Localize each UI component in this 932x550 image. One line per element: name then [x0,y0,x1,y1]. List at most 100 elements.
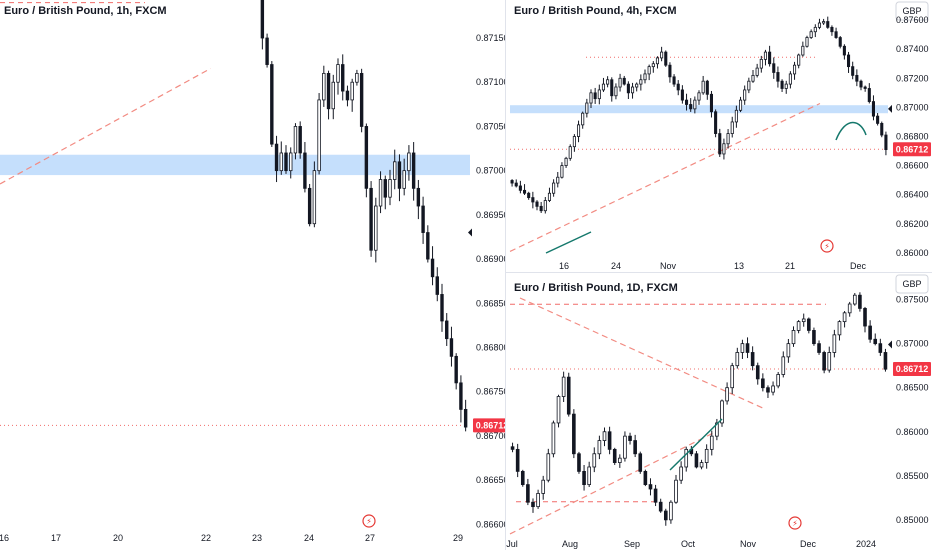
candle [454,353,458,390]
candle [653,484,658,507]
candle [701,75,705,95]
candle [648,478,653,496]
candle-body [289,152,293,172]
candle-body [639,79,643,85]
annotation-arrow [835,121,867,141]
candle [679,461,683,484]
candle [597,435,602,460]
candle [303,142,307,193]
candle-body [880,122,884,136]
candle-body [704,448,709,463]
candle-body [796,321,801,331]
candle [855,69,859,87]
candle [697,90,701,105]
candle-body [846,54,851,68]
candle [859,79,863,91]
candle-body [393,161,397,180]
candle-body [651,63,655,68]
candle [763,49,768,66]
candle [768,45,772,67]
candle-body [759,58,763,69]
candle-body [805,37,809,47]
candle [369,181,373,257]
candle [518,180,522,194]
candle-body [655,57,660,65]
candle [522,184,527,195]
chart-4h[interactable]: Euro / British Pound, 4h, FXCM GBP ⚡ 0.8760… [506,0,932,272]
candle-body [784,83,788,89]
candle [374,197,378,263]
x-tick-label: 16 [0,533,9,543]
candle [411,142,416,201]
candle [868,320,872,343]
candle-body [449,338,454,357]
candle-body [585,102,589,114]
candle [463,399,468,432]
candle-body [331,81,335,110]
y-tick-label: 0.86000 [896,427,929,437]
candle-body [326,72,331,110]
chart-title: Euro / British Pound, 1D, FXCM [514,282,678,294]
candle [526,478,530,506]
candle [531,191,535,209]
candle [797,53,801,69]
candle-body [768,51,772,65]
x-tick-label: 21 [785,261,795,271]
candle-body [560,165,564,178]
candle-body [303,152,307,189]
candle-body [705,80,709,95]
candle [878,338,883,356]
candle-body [526,484,530,503]
x-tick-label: 2024 [856,539,876,549]
candle-body [672,76,676,85]
candle-body [623,435,627,459]
candle-body [576,124,581,137]
y-tick-label: 0.87400 [896,44,929,54]
candle-body [635,83,639,88]
candle [515,443,520,478]
candle-body [847,303,852,314]
candle [635,82,639,92]
candle-body [755,67,759,76]
candle-body [426,232,430,260]
candle-body [669,501,673,521]
candle-body [556,396,561,424]
candle-body [454,355,458,384]
candle [817,340,821,355]
candle-body [837,321,842,336]
candle [714,109,718,138]
candle-body [510,180,514,184]
candle-body [402,170,406,189]
candle-body [830,26,834,33]
candle [852,293,857,306]
candle [883,348,888,372]
candle-body [827,352,832,371]
candle-body [718,133,722,155]
candle [440,283,444,332]
y-tick-label: 0.86400 [896,190,929,200]
candle-body [726,133,730,145]
candle [674,474,678,504]
event-badge-glyph: ⚡ [824,242,830,251]
candle-body [610,79,614,97]
candle [812,327,816,346]
candle [445,313,449,346]
candle-body [607,431,612,450]
candle [265,33,269,68]
candle-body [597,440,602,455]
candle-body [722,143,726,155]
candle-body [317,99,321,172]
candle-body [743,89,747,101]
candle-body [322,72,326,101]
candle-body [797,54,801,66]
candle [842,311,847,328]
candle [378,171,383,214]
candle [628,432,632,445]
candle-body [416,187,421,207]
chart-1d[interactable]: Euro / British Pound, 1D, FXCM GBP ⚡ 0.8750… [506,273,932,550]
x-tick-label: Aug [562,539,578,549]
